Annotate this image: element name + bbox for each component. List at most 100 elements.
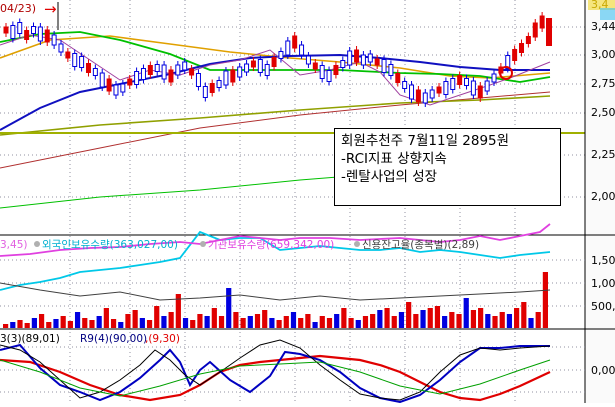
candle-body xyxy=(381,59,387,73)
volume-bar xyxy=(456,314,462,328)
annotation-line-rci: -RCI지표 상향지속 xyxy=(341,151,447,167)
candle-body xyxy=(326,70,332,82)
candle-body xyxy=(17,22,23,34)
volume-bar xyxy=(370,314,376,328)
rci-axis: 0,00 xyxy=(591,364,615,377)
candle-body xyxy=(512,49,518,61)
volume-bar xyxy=(182,318,189,328)
candle-body xyxy=(457,75,463,85)
candle-body xyxy=(175,64,181,76)
candle-body xyxy=(223,70,229,86)
volume-bar xyxy=(53,319,59,328)
candle-body xyxy=(264,64,270,76)
candle-body xyxy=(347,50,353,66)
rci-black-line xyxy=(0,339,551,401)
candle-body xyxy=(299,44,305,56)
rci-lines xyxy=(0,339,551,404)
volume-bar xyxy=(211,308,217,328)
candle-body xyxy=(436,86,442,94)
volume-bar xyxy=(125,314,131,328)
candle-body xyxy=(333,65,339,75)
rci-red-line xyxy=(0,354,551,402)
institution-holding-line xyxy=(0,223,551,257)
volume-legend: 3,45) 외국인보유수량(363,027,00) 기관보유수량(659,342… xyxy=(0,239,479,251)
volume-bar xyxy=(355,320,361,328)
svg-text:3,00: 3,00 xyxy=(591,48,615,61)
volume-bar xyxy=(377,310,383,328)
volume-bar xyxy=(319,316,325,328)
volume-bar xyxy=(247,316,253,328)
candle-body xyxy=(429,89,435,99)
candle-body xyxy=(182,61,188,71)
volume-bar xyxy=(82,318,88,328)
candle-body xyxy=(388,64,394,76)
foreign-holding-line xyxy=(0,230,551,291)
volume-bars[interactable] xyxy=(3,272,548,328)
volume-bar xyxy=(3,324,9,328)
candle-body xyxy=(546,18,552,46)
volume-bar xyxy=(74,312,81,328)
marker-arrow-icon: → xyxy=(44,0,57,18)
credit-ratio-line xyxy=(0,282,551,301)
volume-bar xyxy=(384,308,390,328)
volume-bar xyxy=(110,319,117,328)
candle-body xyxy=(209,83,215,93)
volume-bar xyxy=(442,316,448,328)
candle-body xyxy=(168,69,174,83)
volume-bar xyxy=(341,308,347,328)
candle-body xyxy=(92,68,98,76)
volume-bar xyxy=(521,302,527,328)
volume-bar xyxy=(298,318,304,328)
candle-body xyxy=(312,62,318,70)
svg-text:2,50: 2,50 xyxy=(591,106,615,119)
volume-bar xyxy=(535,312,541,328)
candle-body xyxy=(257,59,263,73)
volume-bar xyxy=(31,318,37,328)
candle-body xyxy=(367,53,373,63)
ma-green xyxy=(0,31,551,83)
volume-bar xyxy=(406,302,412,328)
candle-body xyxy=(285,40,291,56)
candle-body xyxy=(202,86,208,98)
candlesticks[interactable] xyxy=(3,12,552,107)
volume-bar xyxy=(434,306,441,328)
volume-bar xyxy=(154,306,160,328)
date-marker: 04/23) xyxy=(0,2,36,15)
volume-bar xyxy=(326,318,333,328)
candle-body xyxy=(354,49,360,63)
candle-body xyxy=(539,15,545,29)
volume-bar xyxy=(398,312,405,328)
volume-bar xyxy=(67,321,73,328)
volume-bar xyxy=(24,323,30,328)
candle-body xyxy=(65,51,71,59)
volume-bar xyxy=(254,314,261,328)
candle-body xyxy=(319,65,325,79)
candle-body xyxy=(237,66,243,78)
candle-body xyxy=(10,25,16,39)
candle-body xyxy=(85,63,91,73)
volume-bar xyxy=(463,298,469,328)
volume-bar xyxy=(190,320,196,328)
candle-body xyxy=(305,55,311,65)
candle-body xyxy=(340,60,346,68)
rci-green-line xyxy=(0,359,551,397)
volume-bar xyxy=(269,318,275,328)
volume-bar xyxy=(38,314,45,328)
candle-body xyxy=(250,60,256,68)
volume-bar xyxy=(46,322,52,328)
candle-body xyxy=(395,73,401,83)
candle-body xyxy=(374,58,380,66)
candle-body xyxy=(292,35,298,49)
candle-body xyxy=(244,63,250,73)
volume-bar xyxy=(499,312,505,328)
volume-bar xyxy=(312,322,318,328)
legend-institution-holding: 기관보유수량(659,342,00) xyxy=(208,239,334,251)
annotation-line-recommendation: 회원추천주 7월11일 2895원 xyxy=(341,133,510,149)
candle-body xyxy=(422,92,428,104)
svg-text:1,50: 1,50 xyxy=(591,254,615,267)
candle-body xyxy=(3,26,9,34)
volume-bar xyxy=(262,310,268,328)
candle-body xyxy=(484,80,490,92)
